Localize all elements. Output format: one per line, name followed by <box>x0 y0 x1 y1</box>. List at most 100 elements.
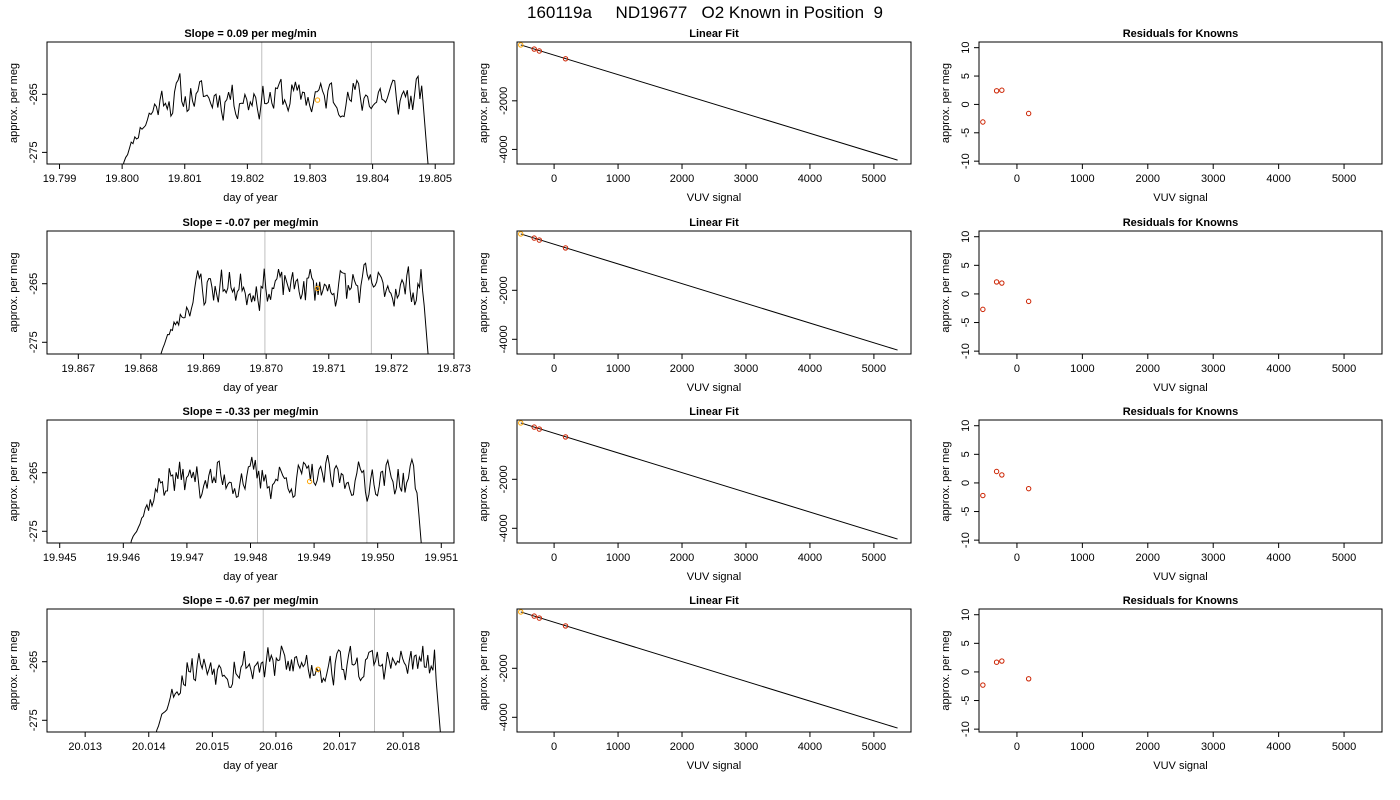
x-tick-label: 2000 <box>1136 741 1160 753</box>
x-tick-label: 19.950 <box>361 552 395 564</box>
x-tick-label: 19.804 <box>356 173 390 185</box>
plot-frame <box>978 41 1383 165</box>
fit-point <box>531 424 537 430</box>
x-tick-label: 2000 <box>1136 552 1160 564</box>
y-tick-label: -2000 <box>498 276 510 304</box>
y-tick-label: 0 <box>960 669 972 675</box>
x-tick-label: 0 <box>551 552 557 564</box>
plot-frame <box>978 608 1383 733</box>
x-tick-label: 0 <box>1014 552 1020 564</box>
x-tick-label: 5000 <box>862 173 886 185</box>
x-tick-label: 3000 <box>1201 741 1225 753</box>
fit-line <box>520 233 898 351</box>
y-tick-label: -4000 <box>498 325 510 353</box>
fit-line <box>520 611 898 729</box>
plot-area <box>980 658 1032 688</box>
x-tick-label: 3000 <box>1201 173 1225 185</box>
x-tick-label: 1000 <box>1070 741 1094 753</box>
residual-point <box>980 119 986 125</box>
y-tick-label: -5 <box>960 128 972 138</box>
y-tick-label: 5 <box>960 262 972 268</box>
panel-trace-3: Slope = -0.33 per meg/min 19.945 19.946 19.… <box>8 406 458 583</box>
residual-point <box>1025 485 1032 492</box>
x-tick-label: 20.015 <box>196 741 230 753</box>
x-tick-label: 1000 <box>606 552 630 564</box>
x-tick-label: 5000 <box>1332 552 1356 564</box>
plot-area <box>518 609 898 729</box>
x-tick-label: 2000 <box>670 552 694 564</box>
y-axis-label: approx. per meg <box>478 252 490 332</box>
fit-point <box>536 426 543 432</box>
panel-trace-4: Slope = -0.67 per meg/min 20.013 20.014 20.… <box>8 595 455 772</box>
panel-title: Linear Fit <box>689 595 739 607</box>
x-tick-label: 3000 <box>734 741 758 753</box>
plot-area <box>122 42 429 164</box>
x-tick-label: 4000 <box>1266 741 1290 753</box>
panel-trace-2: Slope = -0.07 per meg/min 19.867 19.868 19.… <box>8 217 471 394</box>
fit-line <box>520 44 898 161</box>
panel-title: Linear Fit <box>689 406 739 418</box>
x-tick-label: 19.946 <box>106 552 140 564</box>
trace-line <box>160 262 429 354</box>
y-tick-label: -5 <box>960 507 972 517</box>
y-tick-label: -10 <box>960 721 972 737</box>
y-tick-label: 10 <box>960 609 972 621</box>
residual-point <box>980 682 986 688</box>
panel-title: Linear Fit <box>689 28 739 40</box>
residual-point <box>980 306 986 313</box>
fit-point <box>518 609 524 615</box>
fit-point <box>518 420 524 426</box>
y-axis-label: approx. per meg <box>8 441 20 521</box>
x-tick-label: 20.013 <box>68 741 102 753</box>
plot-frame <box>978 419 1383 544</box>
y-tick-label: 10 <box>960 420 972 432</box>
x-tick-label: 19.869 <box>187 363 221 375</box>
panel-title: Residuals for Knowns <box>1123 595 1239 607</box>
x-tick-label: 19.799 <box>43 173 77 185</box>
y-tick-label: -275 <box>28 331 40 353</box>
plot-area <box>518 42 898 161</box>
y-tick-label: 10 <box>960 42 972 54</box>
y-tick-label: -275 <box>28 709 40 731</box>
y-tick-label: 0 <box>960 101 972 107</box>
y-axis-label: approx. per meg <box>940 441 952 521</box>
fit-line <box>520 422 898 540</box>
fit-point <box>531 46 537 52</box>
x-tick-label: 19.872 <box>375 363 409 375</box>
fit-point <box>536 237 543 243</box>
x-tick-label: 5000 <box>862 363 886 375</box>
plot-frame <box>516 41 912 165</box>
x-tick-label: 19.949 <box>297 552 331 564</box>
x-tick-label: 19.802 <box>231 173 265 185</box>
plot-area <box>518 231 898 351</box>
x-tick-label: 4000 <box>798 173 822 185</box>
x-tick-label: 2000 <box>670 363 694 375</box>
x-tick-label: 0 <box>551 363 557 375</box>
x-tick-label: 19.948 <box>234 552 268 564</box>
panel-title: Slope = -0.07 per meg/min <box>182 217 318 229</box>
y-tick-label: 0 <box>960 291 972 297</box>
plot-area <box>155 609 441 732</box>
x-tick-label: 5000 <box>862 552 886 564</box>
y-axis-label: approx. per meg <box>940 252 952 332</box>
panel-residual-1: Residuals for Knowns 0 1000 2000 3000 4000 500… <box>940 28 1383 204</box>
x-tick-label: 3000 <box>734 173 758 185</box>
y-tick-label: -10 <box>960 532 972 548</box>
x-tick-label: 20.014 <box>132 741 166 753</box>
x-tick-label: 4000 <box>1266 363 1290 375</box>
x-tick-label: 4000 <box>798 741 822 753</box>
x-tick-label: 20.018 <box>386 741 420 753</box>
y-tick-label: 5 <box>960 640 972 646</box>
residual-point <box>1025 110 1032 117</box>
plot-frame <box>46 419 455 544</box>
trace-line <box>122 73 429 164</box>
panel-title: Linear Fit <box>689 217 739 229</box>
plot-frame <box>978 230 1383 355</box>
y-tick-label: 5 <box>960 73 972 79</box>
y-axis-label: approx. per meg <box>478 441 490 521</box>
y-tick-label: -4000 <box>498 703 510 731</box>
figure-title: 160119a ND19677 O2 Known in Position 9 <box>527 3 883 22</box>
residual-point <box>993 279 1000 285</box>
panel-grid: Slope = 0.09 per meg/min 19.799 19.800 19.8… <box>8 28 1383 772</box>
